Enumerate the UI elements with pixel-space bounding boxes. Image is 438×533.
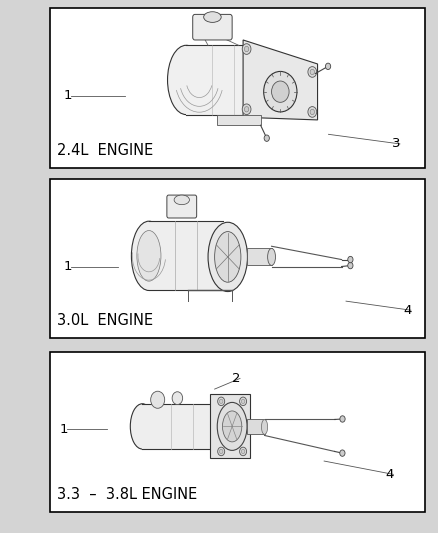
Text: 1: 1: [64, 90, 72, 102]
Bar: [247, 419, 265, 434]
Text: 3.3  –  3.8L ENGINE: 3.3 – 3.8L ENGINE: [57, 487, 197, 502]
Ellipse shape: [217, 402, 247, 450]
Circle shape: [325, 63, 331, 69]
Circle shape: [241, 399, 245, 403]
Text: 4: 4: [385, 468, 394, 481]
Ellipse shape: [261, 419, 268, 434]
Polygon shape: [243, 40, 318, 120]
Circle shape: [310, 69, 314, 75]
Ellipse shape: [131, 404, 154, 449]
Circle shape: [340, 416, 345, 422]
Text: 3.0L  ENGINE: 3.0L ENGINE: [57, 313, 153, 328]
Text: 1: 1: [64, 260, 72, 273]
Circle shape: [308, 67, 317, 77]
Polygon shape: [210, 394, 250, 458]
Text: 3: 3: [392, 138, 400, 150]
Circle shape: [272, 81, 289, 102]
Circle shape: [244, 107, 249, 112]
Ellipse shape: [223, 411, 242, 442]
Circle shape: [264, 135, 269, 141]
Ellipse shape: [167, 45, 205, 115]
Ellipse shape: [215, 231, 241, 282]
Text: 2: 2: [232, 372, 240, 385]
Bar: [142, 404, 210, 449]
Ellipse shape: [131, 221, 166, 290]
Circle shape: [218, 397, 225, 406]
Bar: [50, 179, 425, 338]
Circle shape: [242, 44, 251, 54]
Circle shape: [240, 397, 247, 406]
Bar: [50, 352, 425, 512]
Circle shape: [172, 392, 183, 405]
FancyBboxPatch shape: [167, 195, 197, 218]
Text: 1: 1: [59, 423, 67, 435]
Circle shape: [244, 46, 249, 52]
Circle shape: [264, 71, 297, 112]
Circle shape: [348, 262, 353, 269]
Circle shape: [348, 256, 353, 263]
Circle shape: [310, 109, 314, 115]
Bar: [149, 221, 223, 290]
Ellipse shape: [268, 248, 276, 265]
Ellipse shape: [208, 222, 247, 292]
Polygon shape: [217, 115, 261, 125]
Circle shape: [241, 449, 245, 454]
Ellipse shape: [137, 230, 161, 281]
Circle shape: [219, 449, 223, 454]
Bar: [247, 248, 272, 265]
Circle shape: [218, 447, 225, 456]
Circle shape: [242, 104, 251, 115]
Ellipse shape: [204, 12, 221, 22]
Bar: [186, 45, 243, 115]
Ellipse shape: [174, 195, 189, 205]
FancyBboxPatch shape: [193, 14, 232, 40]
Text: 4: 4: [403, 304, 411, 317]
Text: 2.4L  ENGINE: 2.4L ENGINE: [57, 143, 153, 158]
Circle shape: [340, 450, 345, 456]
Circle shape: [240, 447, 247, 456]
Circle shape: [151, 391, 165, 408]
Circle shape: [219, 399, 223, 403]
Bar: [50, 8, 425, 168]
Circle shape: [308, 107, 317, 117]
